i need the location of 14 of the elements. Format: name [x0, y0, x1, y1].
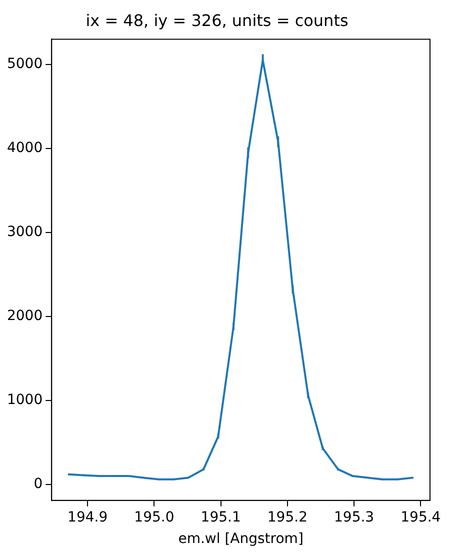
x-tick-label: 195.0	[134, 509, 174, 526]
x-tick-label: 195.1	[200, 509, 241, 526]
y-tick-label: 5000	[6, 56, 43, 72]
x-tick-label: 194.9	[68, 509, 108, 526]
y-tick-label: 4000	[6, 140, 43, 156]
x-axis-title: em.wl [Angstrom]	[178, 531, 304, 548]
x-tick-label: 195.2	[267, 509, 308, 526]
x-tick-label: 195.4	[400, 509, 441, 526]
y-tick-label: 0	[34, 476, 43, 492]
y-tick-label: 2000	[6, 308, 43, 324]
y-tick-label: 1000	[6, 392, 43, 408]
x-tick-label: 195.3	[334, 509, 374, 526]
y-tick-label: 3000	[6, 224, 43, 240]
chart-title: ix = 48, iy = 326, units = counts	[86, 10, 348, 30]
